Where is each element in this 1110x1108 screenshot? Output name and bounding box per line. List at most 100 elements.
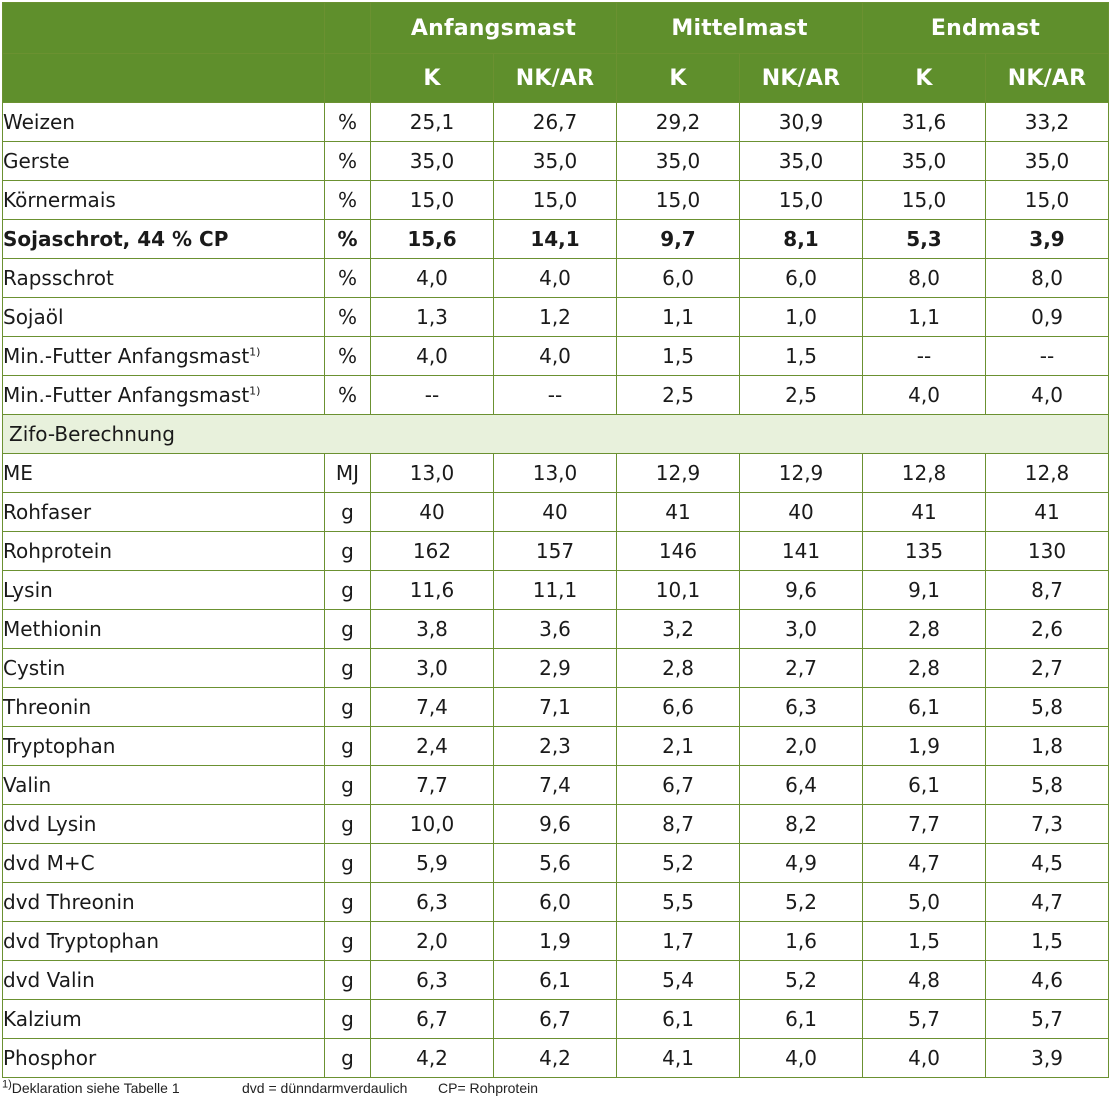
value-cell: 1,7 — [616, 921, 741, 961]
row-unit: g — [324, 492, 371, 532]
row-label: Threonin — [3, 695, 92, 719]
row-label-cell: Cystin — [2, 648, 325, 688]
table-row: Tryptophan g 2,4 2,3 2,1 2,0 1,9 1,8 — [2, 726, 1110, 766]
value-cell: 15,0 — [739, 180, 864, 220]
value-cell: 5,6 — [492, 843, 618, 883]
value-cell: 5,7 — [862, 999, 987, 1039]
row-unit: % — [324, 375, 371, 415]
value-cell: 6,1 — [739, 999, 864, 1039]
section-label: Zifo-Berechnung — [1, 414, 1110, 454]
value-cell: 8,1 — [739, 219, 864, 259]
value-cell: 35,0 — [985, 141, 1110, 181]
table-header: Anfangsmast Mittelmast Endmast K NK/AR K… — [2, 2, 1110, 103]
value-cell: 1,3 — [370, 297, 494, 337]
row-label: Min.-Futter Anfangsmast — [3, 344, 250, 368]
value-cell: 11,1 — [492, 570, 618, 610]
value-cell: 12,8 — [985, 453, 1110, 493]
value-cell: 5,8 — [985, 765, 1110, 805]
value-cell: 5,8 — [985, 687, 1110, 727]
value-cell: 6,7 — [492, 999, 618, 1039]
value-cell: 4,2 — [492, 1038, 618, 1078]
row-label-cell: Rohprotein — [2, 531, 325, 571]
table-row: Min.-Futter Anfangsmast1)% 4,0 4,0 1,5 1,5 --… — [2, 336, 1110, 376]
row-label: dvd Tryptophan — [3, 929, 160, 953]
value-cell: 6,7 — [370, 999, 494, 1039]
value-cell: 157 — [492, 531, 618, 571]
table-row: Lysin g 11,6 11,1 10,1 9,6 9,1 8,7 — [2, 570, 1110, 610]
table-row: Rohprotein g 162 157 146 141 135 130 — [2, 531, 1110, 571]
value-cell: 2,8 — [862, 648, 987, 688]
row-unit: g — [324, 531, 371, 571]
value-cell: 8,0 — [985, 258, 1110, 298]
value-cell: 1,8 — [985, 726, 1110, 766]
footnote-cp: CP= Rohprotein — [438, 1080, 539, 1096]
row-unit: g — [324, 687, 371, 727]
table-footnote: 1) Deklaration siehe Tabelle 1 dvd = dünn… — [2, 1079, 539, 1096]
row-label: dvd Threonin — [3, 890, 135, 914]
value-cell: 3,0 — [739, 609, 864, 649]
value-cell: 11,6 — [370, 570, 494, 610]
row-unit: % — [324, 141, 371, 181]
value-cell: 7,7 — [862, 804, 987, 844]
row-label-cell: Weizen — [2, 102, 325, 142]
value-cell: 2,5 — [739, 375, 864, 415]
table-row: ME MJ 13,0 13,0 12,9 12,9 12,8 12,8 — [2, 453, 1110, 493]
value-cell: 15,0 — [862, 180, 987, 220]
value-cell: 4,0 — [985, 375, 1110, 415]
row-label: Gerste — [3, 149, 70, 173]
row-unit: % — [324, 258, 371, 298]
table-row: dvd Lysin g 10,0 9,6 8,7 8,2 7,7 7,3 — [2, 804, 1110, 844]
header-sub-nkar: NK/AR — [492, 53, 618, 103]
value-cell: 12,9 — [739, 453, 864, 493]
value-cell: 12,8 — [862, 453, 987, 493]
value-cell: 6,1 — [862, 687, 987, 727]
row-label-cell: dvd Lysin — [2, 804, 325, 844]
value-cell: 6,0 — [492, 882, 618, 922]
row-label: Valin — [3, 773, 52, 797]
value-cell: 6,3 — [739, 687, 864, 727]
section-row: Zifo-Berechnung — [1, 414, 1110, 454]
value-cell: 35,0 — [492, 141, 618, 181]
footnote-declaration-text: Deklaration siehe Tabelle 1 — [11, 1080, 180, 1096]
value-cell: 35,0 — [616, 141, 741, 181]
table-row: Gerste% 35,0 35,0 35,0 35,0 35,0 35,0 — [2, 141, 1110, 181]
table-row: Sojaöl% 1,3 1,2 1,1 1,0 1,1 0,9 — [2, 297, 1110, 337]
value-cell: 3,0 — [370, 648, 494, 688]
row-unit: MJ — [324, 453, 371, 493]
value-cell: 5,5 — [616, 882, 741, 922]
value-cell: 2,7 — [985, 648, 1110, 688]
value-cell: 6,1 — [862, 765, 987, 805]
row-label-cell: Sojaöl — [2, 297, 325, 337]
row-label: Phosphor — [3, 1046, 97, 1070]
value-cell: 8,0 — [862, 258, 987, 298]
value-cell: 7,7 — [370, 765, 494, 805]
value-cell: 41 — [985, 492, 1110, 532]
row-label: Kalzium — [3, 1007, 82, 1031]
value-cell: 2,8 — [862, 609, 987, 649]
value-cell: 10,1 — [616, 570, 741, 610]
header-blank-name — [2, 2, 325, 54]
table-row: Min.-Futter Anfangsmast1)% -- -- 2,5 2,5 4,0 4… — [2, 375, 1110, 415]
value-cell: 8,7 — [616, 804, 741, 844]
row-label-cell: dvd M+C — [2, 843, 325, 883]
value-cell: 1,0 — [739, 297, 864, 337]
row-label-cell: Körnermais — [2, 180, 325, 220]
header-sub-k: K — [862, 53, 987, 103]
value-cell: 40 — [370, 492, 494, 532]
value-cell: 5,2 — [739, 960, 864, 1000]
value-cell: 4,6 — [985, 960, 1110, 1000]
feed-composition-table: Anfangsmast Mittelmast Endmast K NK/AR K… — [1, 2, 1110, 1078]
value-cell: 2,0 — [739, 726, 864, 766]
value-cell: 41 — [616, 492, 741, 532]
header-group-endmast: Endmast — [862, 2, 1110, 54]
header-subcolumn-row: K NK/AR K NK/AR K NK/AR — [2, 53, 1110, 103]
row-label-cell: Rapsschrot — [2, 258, 325, 298]
value-cell: 31,6 — [862, 102, 987, 142]
row-label-cell: Valin — [2, 765, 325, 805]
value-cell: 9,1 — [862, 570, 987, 610]
value-cell: 2,5 — [616, 375, 741, 415]
row-unit: g — [324, 765, 371, 805]
row-label-cell: dvd Tryptophan — [2, 921, 325, 961]
value-cell: 7,4 — [492, 765, 618, 805]
value-cell: 4,9 — [739, 843, 864, 883]
